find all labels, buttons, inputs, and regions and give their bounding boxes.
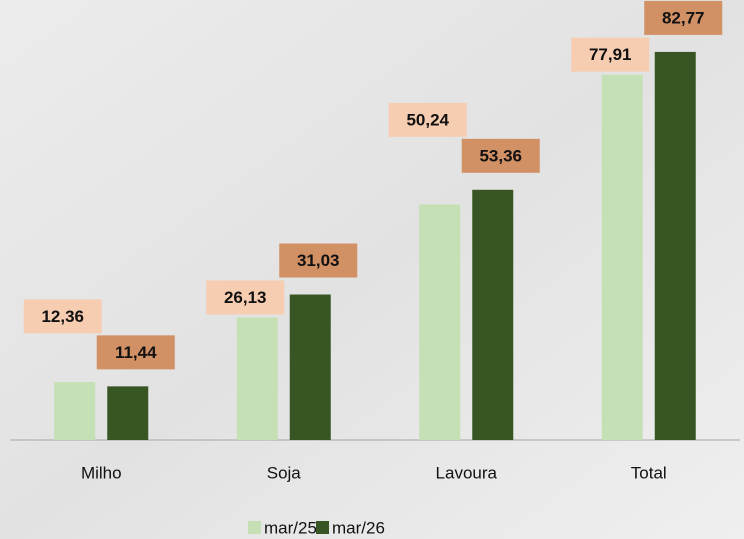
- value-label: 31,03: [297, 251, 340, 270]
- x-tick-label: Soja: [267, 463, 302, 482]
- legend-label: mar/26: [332, 518, 385, 537]
- bar: [54, 382, 95, 440]
- bar: [472, 190, 513, 440]
- bar: [237, 317, 278, 440]
- value-label: 77,91: [589, 45, 632, 64]
- bar: [655, 52, 696, 440]
- x-tick-label: Lavoura: [436, 463, 498, 482]
- bar: [419, 204, 460, 440]
- value-label: 82,77: [662, 8, 705, 27]
- x-tick-label: Milho: [81, 463, 122, 482]
- legend-label: mar/25: [264, 518, 317, 537]
- value-label: 11,44: [115, 343, 157, 362]
- value-label: 26,13: [224, 288, 267, 307]
- value-label: 53,36: [479, 146, 522, 165]
- legend-swatch: [316, 521, 329, 534]
- value-label: 50,24: [406, 110, 449, 129]
- bar: [107, 386, 148, 440]
- chart: Milho 11,44 12,36 Soja 31,03 26,13 Lavoura 53,3…: [0, 0, 744, 539]
- legend-swatch: [248, 521, 261, 534]
- x-tick-label: Total: [631, 463, 667, 482]
- bar: [290, 295, 331, 440]
- value-label: 12,36: [41, 307, 84, 326]
- bar: [602, 75, 643, 440]
